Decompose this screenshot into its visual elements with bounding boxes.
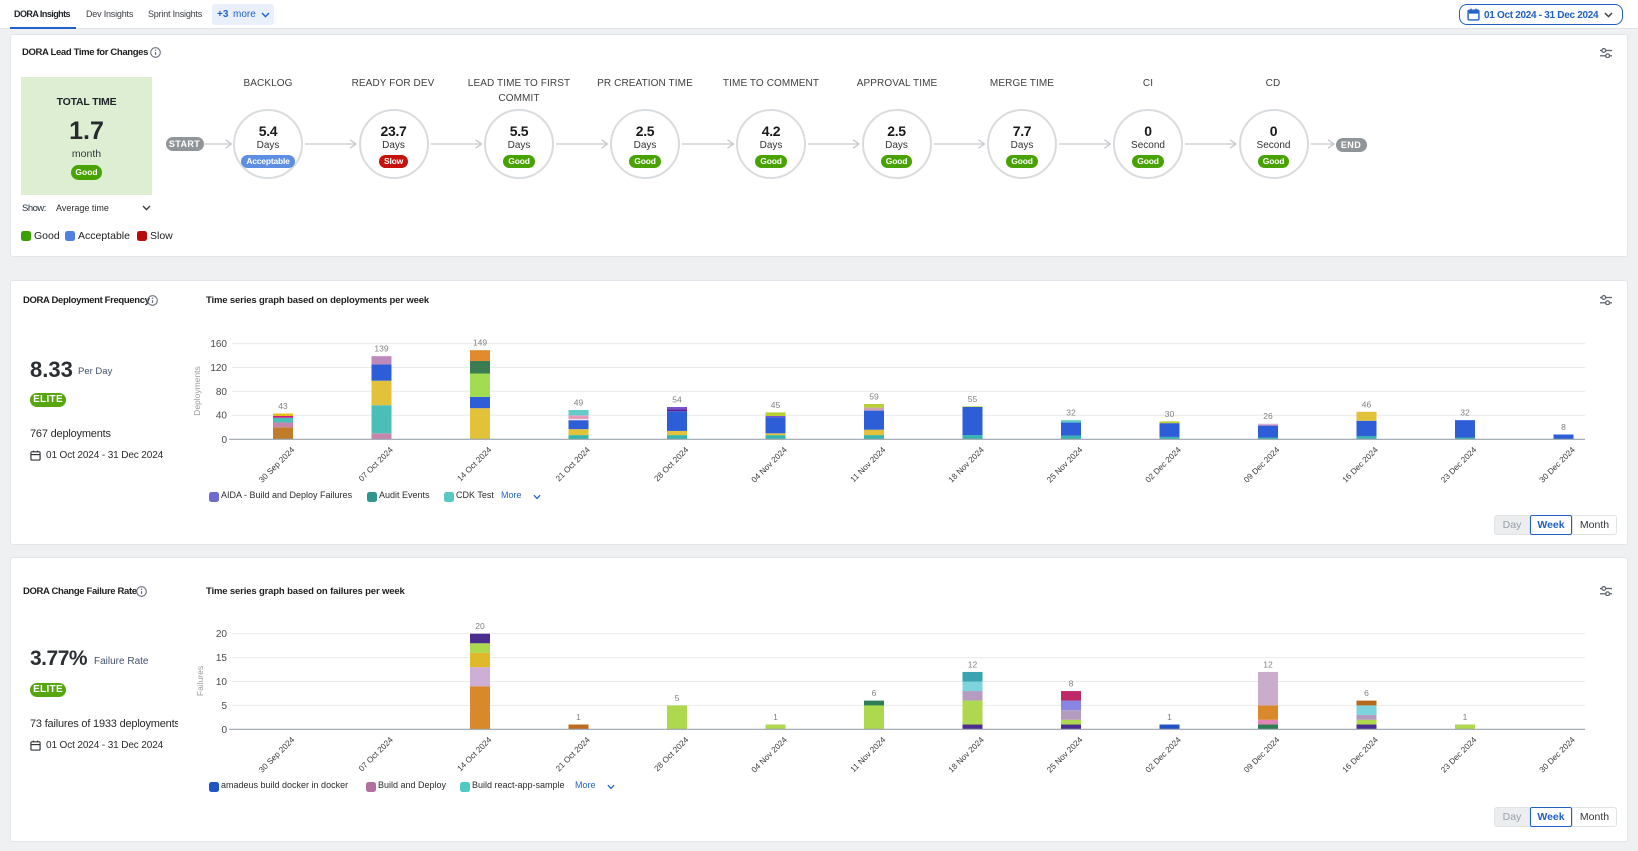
svg-text:28 Oct 2024: 28 Oct 2024 xyxy=(653,735,691,773)
svg-text:55: 55 xyxy=(968,394,978,404)
svg-text:02 Dec 2024: 02 Dec 2024 xyxy=(1144,735,1184,775)
svg-text:46: 46 xyxy=(1362,399,1372,409)
svg-text:5: 5 xyxy=(675,693,680,703)
svg-text:80: 80 xyxy=(216,387,228,398)
svg-text:16 Dec 2024: 16 Dec 2024 xyxy=(1341,735,1381,775)
svg-text:5: 5 xyxy=(221,701,227,712)
svg-text:12: 12 xyxy=(968,659,978,669)
svg-text:45: 45 xyxy=(771,400,781,410)
svg-text:07 Oct 2024: 07 Oct 2024 xyxy=(357,735,395,773)
svg-text:32: 32 xyxy=(1460,408,1470,418)
svg-text:11 Nov 2024: 11 Nov 2024 xyxy=(849,735,888,774)
svg-text:8: 8 xyxy=(1561,422,1566,432)
svg-text:09 Dec 2024: 09 Dec 2024 xyxy=(1242,735,1282,775)
svg-text:6: 6 xyxy=(1364,688,1369,698)
svg-text:30 Sep 2024: 30 Sep 2024 xyxy=(257,735,297,775)
svg-text:32: 32 xyxy=(1066,408,1076,418)
svg-text:49: 49 xyxy=(574,398,584,408)
svg-text:30 Dec 2024: 30 Dec 2024 xyxy=(1538,735,1578,775)
svg-text:25 Nov 2024: 25 Nov 2024 xyxy=(1045,735,1085,775)
svg-text:04 Nov 2024: 04 Nov 2024 xyxy=(750,735,790,775)
svg-text:43: 43 xyxy=(278,401,288,411)
svg-text:30: 30 xyxy=(1165,409,1175,419)
svg-text:160: 160 xyxy=(210,339,227,350)
svg-text:1: 1 xyxy=(1167,712,1172,722)
svg-text:20: 20 xyxy=(216,629,228,640)
svg-text:8: 8 xyxy=(1069,679,1074,689)
svg-text:139: 139 xyxy=(374,344,388,354)
svg-text:Failures: Failures xyxy=(195,666,205,696)
svg-text:1: 1 xyxy=(576,712,581,722)
svg-text:12: 12 xyxy=(1263,659,1273,669)
svg-text:18 Nov 2024: 18 Nov 2024 xyxy=(947,735,987,775)
svg-text:1: 1 xyxy=(1463,712,1468,722)
svg-text:6: 6 xyxy=(872,688,877,698)
svg-text:23 Dec 2024: 23 Dec 2024 xyxy=(1439,735,1479,775)
svg-text:Deployments: Deployments xyxy=(192,366,202,416)
svg-text:0: 0 xyxy=(221,725,227,736)
svg-text:20: 20 xyxy=(475,621,485,631)
svg-text:15: 15 xyxy=(216,653,228,664)
svg-text:21 Oct 2024: 21 Oct 2024 xyxy=(554,735,592,773)
svg-text:26: 26 xyxy=(1263,411,1273,421)
svg-text:54: 54 xyxy=(672,395,682,405)
svg-text:59: 59 xyxy=(869,392,879,402)
svg-text:1: 1 xyxy=(773,712,778,722)
svg-text:10: 10 xyxy=(216,677,228,688)
svg-text:120: 120 xyxy=(210,363,227,374)
svg-text:40: 40 xyxy=(216,411,228,422)
svg-text:14 Oct 2024: 14 Oct 2024 xyxy=(456,735,494,773)
svg-text:0: 0 xyxy=(221,435,227,446)
svg-text:149: 149 xyxy=(473,338,487,348)
